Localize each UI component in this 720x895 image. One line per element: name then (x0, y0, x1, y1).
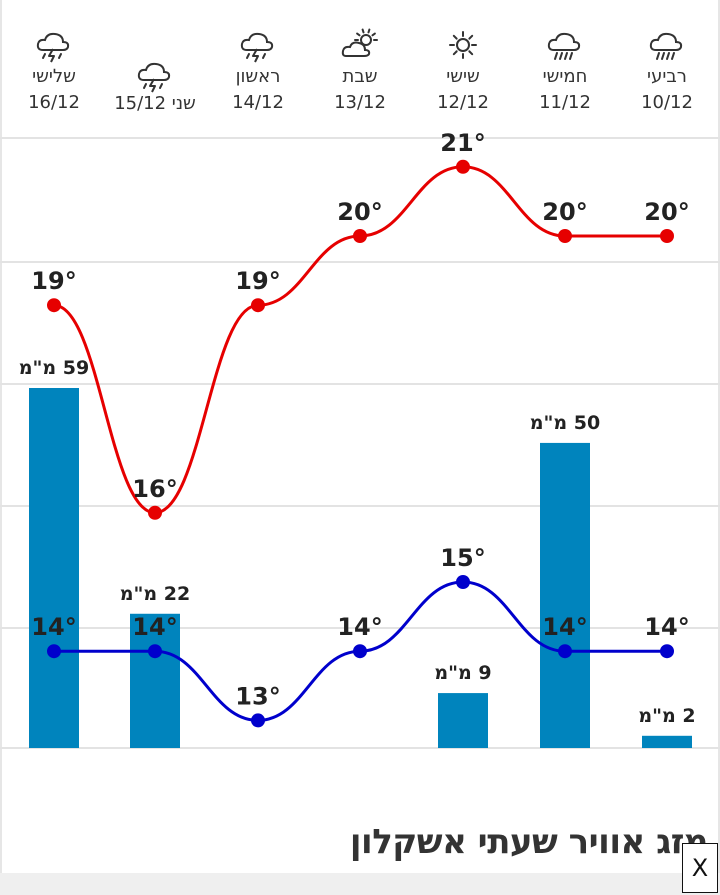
high-temp-point (148, 505, 162, 520)
day-column: שני 15/12 (104, 0, 206, 120)
day-column: שישי 12/12 (412, 0, 514, 120)
day-name-date: שני 15/12 (104, 94, 206, 114)
low-temp-label: 13° (235, 682, 280, 710)
low-temp-point (456, 575, 470, 589)
day-date: 15/12 (114, 93, 167, 114)
low-temp-point (660, 644, 674, 659)
precip-bar (642, 735, 692, 748)
thunderstorm-icon (104, 58, 206, 98)
partly-cloudy-icon (309, 28, 411, 68)
day-name: שבת (342, 66, 378, 87)
high-temp-label: 20° (644, 198, 689, 226)
day-date: 14/12 (232, 92, 284, 113)
day-date: 16/12 (28, 92, 80, 113)
high-temp-label: 20° (542, 198, 587, 226)
forecast-chart: 20° 20° 21° 20° 19° 16° 19° 14° 14° 15° 14° 13° 14° 1… (0, 129, 720, 749)
low-temp-label: 14° (542, 613, 587, 641)
precip-bar (540, 442, 590, 748)
precip-label: 22 מ"מ (120, 583, 190, 605)
day-date: 12/12 (437, 92, 489, 113)
low-temp-label: 14° (31, 613, 76, 641)
precip-label: 2 מ"מ (638, 705, 695, 727)
precip-label: 50 מ"מ (530, 412, 600, 434)
day-column: רביעי 10/12 (616, 0, 718, 120)
day-name: חמישי (542, 66, 588, 87)
thunderstorm-icon (3, 28, 105, 68)
precip-bar (130, 613, 180, 748)
low-temp-point (148, 644, 162, 659)
high-temp-point (558, 229, 572, 243)
low-temp-point (353, 644, 367, 659)
precip-bar (438, 693, 488, 748)
day-column: שלישי 16/12 (3, 0, 105, 120)
section-title: מזג אוויר שעתי אשקלון (349, 822, 709, 862)
day-name: שלישי (32, 66, 76, 87)
day-column: חמישי 11/12 (514, 0, 616, 120)
high-temp-label: 16° (132, 475, 177, 503)
day-date: 13/12 (334, 92, 386, 113)
rain-icon (514, 28, 616, 68)
low-temp-point (558, 644, 572, 659)
precip-label: 9 מ"מ (434, 662, 491, 684)
day-name: רביעי (647, 66, 687, 87)
high-temp-label: 20° (337, 198, 382, 226)
high-temp-label: 21° (440, 129, 485, 157)
day-column: שבת 13/12 (309, 0, 411, 120)
day-date: 10/12 (641, 92, 693, 113)
low-temp-label: 14° (337, 613, 382, 641)
day-name: שני (171, 93, 196, 114)
bottom-strip (0, 873, 720, 895)
precip-bar (29, 388, 79, 748)
high-temp-point (251, 298, 265, 313)
day-date: 11/12 (539, 92, 591, 113)
high-temp-point (660, 229, 674, 243)
high-temp-label: 19° (31, 267, 76, 295)
sun-icon (412, 28, 514, 68)
low-temp-point (47, 644, 61, 659)
low-temp-point (251, 713, 265, 728)
low-temp-label: 14° (644, 613, 689, 641)
day-name: ראשון (235, 66, 281, 87)
day-name: שישי (446, 66, 480, 87)
thunderstorm-icon (207, 28, 309, 68)
low-temp-label: 14° (132, 613, 177, 641)
precip-label: 59 מ"מ (19, 357, 89, 379)
high-temp-point (353, 229, 367, 243)
high-temp-label: 19° (235, 267, 280, 295)
low-temp-label: 15° (440, 544, 485, 572)
rain-icon (616, 28, 718, 68)
high-temp-point (456, 159, 470, 174)
close-button[interactable]: X (682, 843, 718, 893)
day-column: ראשון 14/12 (207, 0, 309, 120)
high-temp-line (53, 165, 667, 515)
high-temp-point (47, 298, 61, 313)
